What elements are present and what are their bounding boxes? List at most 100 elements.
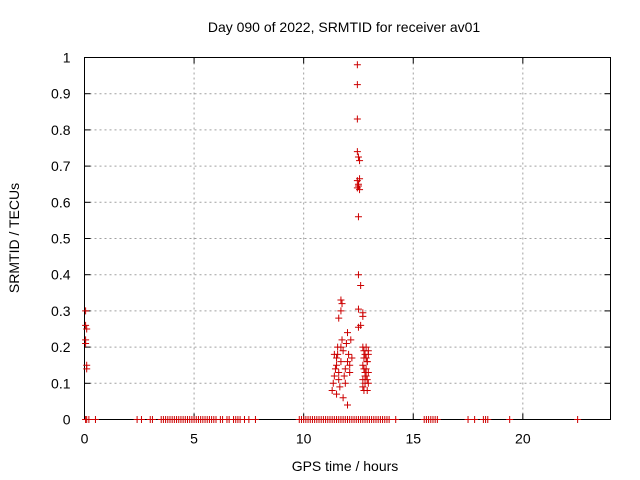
data-point — [148, 416, 156, 423]
data-point — [336, 383, 344, 391]
ticks-layer: 00.10.20.30.40.50.60.70.80.910 5 10 15 20 — [51, 50, 611, 447]
data-point — [354, 213, 362, 221]
data-point — [364, 350, 372, 358]
data-point — [363, 387, 371, 395]
data-point — [91, 416, 99, 423]
data-point — [337, 296, 345, 304]
data-point — [333, 354, 341, 362]
data-point — [330, 350, 338, 358]
data-point — [335, 368, 343, 376]
y-tick-label: 0.4 — [51, 267, 71, 283]
data-point — [137, 416, 145, 423]
y-tick-label: 0.7 — [51, 158, 71, 174]
data-point — [339, 394, 347, 402]
data-point — [346, 368, 354, 376]
data-point — [357, 282, 365, 290]
chart-title: Day 090 of 2022, SRMTID for receiver av0… — [208, 19, 481, 35]
data-point — [356, 175, 364, 183]
data-point — [362, 343, 370, 351]
data-point — [251, 416, 259, 423]
data-point — [361, 379, 369, 387]
data-point — [385, 416, 393, 423]
data-point — [328, 387, 336, 395]
data-point — [353, 81, 361, 89]
x-tick-label: 15 — [405, 431, 421, 447]
data-point — [344, 358, 351, 366]
data-point — [392, 416, 400, 423]
data-point — [354, 182, 362, 190]
data-point — [362, 365, 370, 373]
data-point — [360, 354, 368, 362]
data-point — [364, 368, 372, 376]
data-point — [353, 148, 361, 156]
data-point — [344, 401, 351, 409]
data-point — [346, 361, 354, 369]
data-point — [354, 323, 362, 331]
data-point — [340, 372, 348, 380]
data-point — [341, 379, 349, 387]
data-point — [335, 314, 343, 322]
y-tick-label: 0.6 — [51, 194, 71, 210]
data-point — [333, 361, 341, 369]
data-point — [348, 354, 356, 362]
data-point — [338, 300, 346, 308]
data-point — [354, 153, 362, 161]
y-axis-title: SRMTID / TECUs — [6, 183, 22, 293]
data-point — [345, 350, 353, 358]
data-point — [334, 343, 342, 351]
data-point — [484, 416, 492, 423]
data-point — [338, 336, 346, 344]
data-point — [353, 115, 361, 123]
data-point — [82, 307, 90, 315]
data-point — [361, 372, 369, 380]
data-point — [574, 416, 582, 423]
data-point — [329, 379, 337, 387]
data-point — [337, 307, 345, 315]
data-point — [359, 383, 367, 391]
y-tick-label: 0.5 — [51, 231, 71, 247]
data-point — [344, 329, 351, 337]
y-tick-label: 0.3 — [51, 303, 71, 319]
data-point — [359, 361, 367, 369]
data-point — [359, 376, 367, 384]
data-point — [354, 305, 362, 313]
data-point — [82, 321, 90, 329]
data-point — [359, 312, 367, 320]
y-tick-label: 0.2 — [51, 339, 71, 355]
data-point — [331, 365, 339, 373]
data-point — [363, 358, 371, 366]
y-tick-label: 0.8 — [51, 122, 71, 138]
y-tick-label: 0.1 — [51, 375, 71, 391]
data-point — [341, 365, 349, 373]
data-point — [333, 390, 341, 398]
points-layer — [82, 61, 582, 423]
data-point — [83, 325, 91, 333]
y-tick-label: 0.9 — [51, 86, 71, 102]
x-axis-title: GPS time / hours — [292, 458, 399, 474]
y-tick-label: 0 — [63, 412, 71, 428]
x-tick-label: 20 — [515, 431, 531, 447]
data-point — [506, 416, 514, 423]
y-tick-label: 1 — [63, 50, 71, 66]
data-point — [330, 372, 338, 380]
data-point — [342, 339, 350, 347]
data-point — [335, 376, 343, 384]
data-point — [347, 336, 355, 344]
grid-layer — [84, 57, 611, 420]
data-point — [82, 339, 90, 347]
data-point — [337, 358, 345, 366]
data-point — [85, 416, 93, 423]
data-point — [356, 157, 364, 165]
data-point — [83, 365, 91, 373]
data-point — [245, 416, 253, 423]
data-point — [339, 347, 347, 355]
data-point — [433, 416, 441, 423]
x-tick-label: 5 — [190, 431, 198, 447]
data-point — [353, 61, 361, 69]
data-point — [354, 271, 362, 279]
data-point — [464, 416, 472, 423]
x-tick-label: 0 — [81, 431, 89, 447]
data-point — [356, 186, 364, 194]
data-point — [471, 416, 479, 423]
